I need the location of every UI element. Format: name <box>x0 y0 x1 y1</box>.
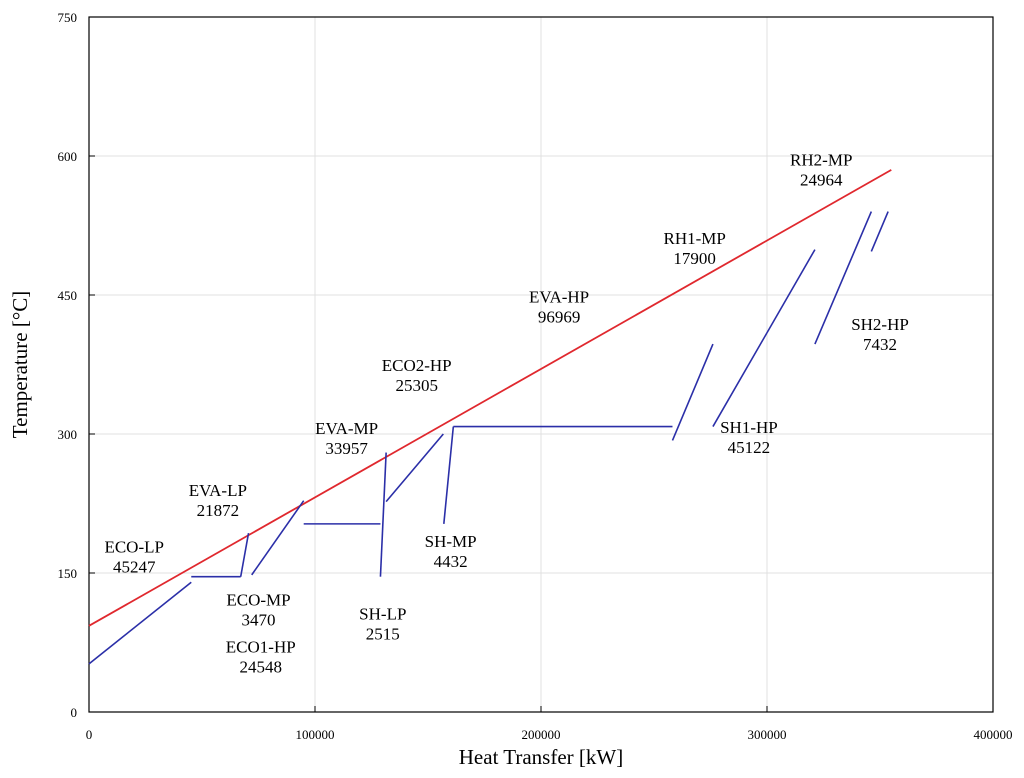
annotation-name: RH2-MP <box>790 150 852 169</box>
annotation-value: 25305 <box>395 376 438 395</box>
annotation-value: 3470 <box>242 610 276 629</box>
annotation-name: ECO1-HP <box>226 638 296 657</box>
annotation-name: EVA-LP <box>189 481 247 500</box>
y-tick-label: 150 <box>58 566 78 581</box>
y-axis-ticks: 0 150 300 450 600 750 <box>58 10 95 720</box>
series-layer <box>88 169 892 665</box>
cold-segment-2 <box>239 533 250 577</box>
annotation-value: 21872 <box>197 501 240 520</box>
annotation-value: 33957 <box>325 439 368 458</box>
x-tick-label: 300000 <box>748 727 787 742</box>
cold-segment-11 <box>814 211 873 345</box>
x-tick-label: 200000 <box>522 727 561 742</box>
annotation-name: SH-LP <box>359 604 406 623</box>
cold-segment-10 <box>712 249 816 427</box>
annotation-value: 45122 <box>728 438 771 457</box>
cold-segment-5 <box>379 452 387 577</box>
x-tick-label: 0 <box>86 727 93 742</box>
cold-segment-0 <box>88 581 192 665</box>
x-tick-label: 100000 <box>296 727 335 742</box>
annotation-name: SH1-HP <box>720 418 778 437</box>
annotation-value: 96969 <box>538 307 581 326</box>
y-tick-label: 0 <box>71 705 78 720</box>
x-tick-label: 400000 <box>974 727 1013 742</box>
cold-segment-9 <box>671 343 714 441</box>
y-tick-label: 450 <box>58 288 78 303</box>
x-axis-label: Heat Transfer [kW] <box>459 745 623 769</box>
grid <box>88 16 994 713</box>
annotation-value: 24548 <box>240 658 283 677</box>
y-tick-label: 600 <box>58 149 78 164</box>
annotation-name: RH1-MP <box>664 229 726 248</box>
annotation-name: EVA-HP <box>529 287 589 306</box>
hot-composite-line <box>88 169 892 627</box>
cold-segment-12 <box>870 211 889 252</box>
y-tick-label: 300 <box>58 427 78 442</box>
cold-segment-6 <box>385 433 444 503</box>
annotation-name: EVA-MP <box>315 419 378 438</box>
annotation-value: 45247 <box>113 558 156 577</box>
cold-segment-3 <box>251 500 305 576</box>
annotation-name: SH-MP <box>425 532 477 551</box>
annotation-name: SH2-HP <box>851 315 909 334</box>
annotations: ECO-LP45247EVA-LP21872ECO-MP3470ECO1-HP2… <box>104 150 908 676</box>
annotation-value: 4432 <box>434 552 468 571</box>
annotation-name: ECO2-HP <box>382 356 452 375</box>
annotation-name: ECO-LP <box>104 538 164 557</box>
y-axis-label: Temperature [°C] <box>8 291 32 438</box>
annotation-value: 24964 <box>800 170 843 189</box>
annotation-name: ECO-MP <box>226 590 290 609</box>
annotation-value: 2515 <box>366 624 400 643</box>
y-tick-label: 750 <box>58 10 78 25</box>
annotation-value: 17900 <box>673 249 716 268</box>
cold-segment-7 <box>443 426 455 524</box>
annotation-value: 7432 <box>863 335 897 354</box>
x-axis-ticks: 0 100000 200000 300000 400000 <box>86 706 1013 742</box>
